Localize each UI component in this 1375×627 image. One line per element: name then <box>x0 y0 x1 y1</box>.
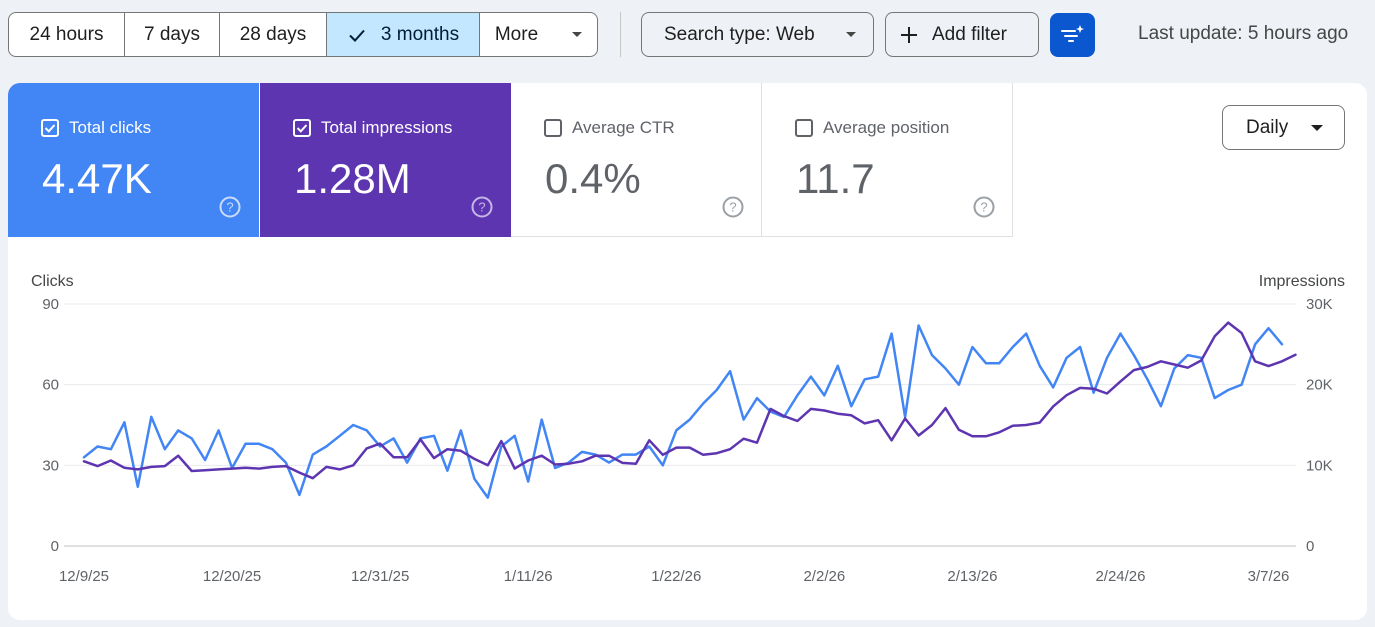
left-tick-label: 90 <box>42 296 59 313</box>
metric-value: 11.7 <box>796 155 875 202</box>
x-tick-label: 12/31/25 <box>351 568 409 585</box>
svg-text:?: ? <box>226 200 233 215</box>
metric-value: 0.4% <box>545 155 641 202</box>
search-type-dropdown[interactable]: Search type: Web <box>641 12 874 57</box>
help-icon[interactable]: ? <box>722 196 744 218</box>
clicks-series-line <box>82 324 1284 499</box>
x-tick-label: 2/13/26 <box>947 568 997 585</box>
range-28-days[interactable]: 28 days <box>220 13 327 56</box>
range-label: 7 days <box>144 23 200 45</box>
performance-card: Total clicks 4.47K ? Total impressions 1… <box>8 83 1367 620</box>
date-range-selector: 24 hours 7 days 28 days 3 months More <box>8 12 598 57</box>
metric-label: Total clicks <box>69 118 152 137</box>
help-icon[interactable]: ? <box>973 196 995 218</box>
last-update-text: Last update: 5 hours ago <box>1138 23 1349 44</box>
granularity-label: Daily <box>1246 117 1289 138</box>
metric-value: 4.47K <box>42 155 152 202</box>
svg-text:?: ? <box>729 200 736 215</box>
add-filter-label: Add filter <box>932 24 1007 45</box>
caret-down-icon <box>846 32 856 37</box>
right-axis-title: Impressions <box>1259 273 1345 290</box>
help-icon[interactable]: ? <box>219 196 241 218</box>
help-icon[interactable]: ? <box>471 196 493 218</box>
x-tick-label: 3/7/26 <box>1248 568 1290 585</box>
checkbox-unchecked-icon[interactable] <box>544 119 562 137</box>
toolbar-divider <box>620 12 621 57</box>
checkbox-checked-icon[interactable] <box>41 119 59 137</box>
metric-average-position[interactable]: Average position 11.7 ? <box>762 83 1013 237</box>
range-label: 3 months <box>380 23 460 45</box>
checkbox-unchecked-icon[interactable] <box>795 119 813 137</box>
left-tick-label: 0 <box>51 538 59 555</box>
svg-text:?: ? <box>478 200 485 215</box>
metric-value: 1.28M <box>294 155 411 202</box>
metric-total-impressions[interactable]: Total impressions 1.28M ? <box>260 83 511 237</box>
performance-chart: Clicks Impressions 0 30 60 90 0 10K 20K 30K 12/9/2… <box>31 273 1345 585</box>
filter-sparkle-button[interactable] <box>1050 13 1095 57</box>
x-tick-label: 1/11/26 <box>504 568 553 585</box>
granularity-dropdown[interactable]: Daily <box>1222 105 1345 150</box>
x-tick-label: 2/2/26 <box>803 568 845 585</box>
metric-label: Average CTR <box>572 118 675 137</box>
range-7-days[interactable]: 7 days <box>125 13 220 56</box>
right-tick-label: 0 <box>1306 538 1314 555</box>
filter-sparkle-icon <box>1060 25 1084 42</box>
x-tick-label: 12/9/25 <box>59 568 109 585</box>
add-filter-button[interactable]: Add filter <box>885 12 1039 57</box>
metric-label: Average position <box>823 118 950 137</box>
right-tick-label: 20K <box>1306 377 1333 394</box>
range-24-hours[interactable]: 24 hours <box>9 13 125 56</box>
x-tick-label: 2/24/26 <box>1095 568 1145 585</box>
check-icon <box>349 29 365 42</box>
left-axis-title: Clicks <box>31 273 74 290</box>
right-tick-label: 30K <box>1306 296 1333 313</box>
svg-text:?: ? <box>980 200 987 215</box>
checkbox-checked-icon[interactable] <box>293 119 311 137</box>
range-label: More <box>494 23 539 45</box>
metric-average-ctr[interactable]: Average CTR 0.4% ? <box>511 83 762 237</box>
caret-down-icon <box>572 32 583 37</box>
range-label: 24 hours <box>29 23 104 45</box>
x-tick-label: 1/22/26 <box>651 568 701 585</box>
search-type-label: Search type: Web <box>664 24 815 45</box>
left-tick-label: 60 <box>42 377 59 394</box>
metric-total-clicks[interactable]: Total clicks 4.47K ? <box>8 83 259 237</box>
x-tick-label: 12/20/25 <box>203 568 261 585</box>
range-more-dropdown[interactable]: More <box>480 13 597 56</box>
caret-down-icon <box>1311 125 1323 131</box>
metric-label: Total impressions <box>321 118 453 137</box>
range-3-months[interactable]: 3 months <box>327 13 480 56</box>
impressions-series-line <box>82 321 1297 480</box>
plus-icon <box>901 27 917 43</box>
left-tick-label: 30 <box>42 457 59 474</box>
range-label: 28 days <box>239 23 307 45</box>
right-tick-label: 10K <box>1306 457 1333 474</box>
